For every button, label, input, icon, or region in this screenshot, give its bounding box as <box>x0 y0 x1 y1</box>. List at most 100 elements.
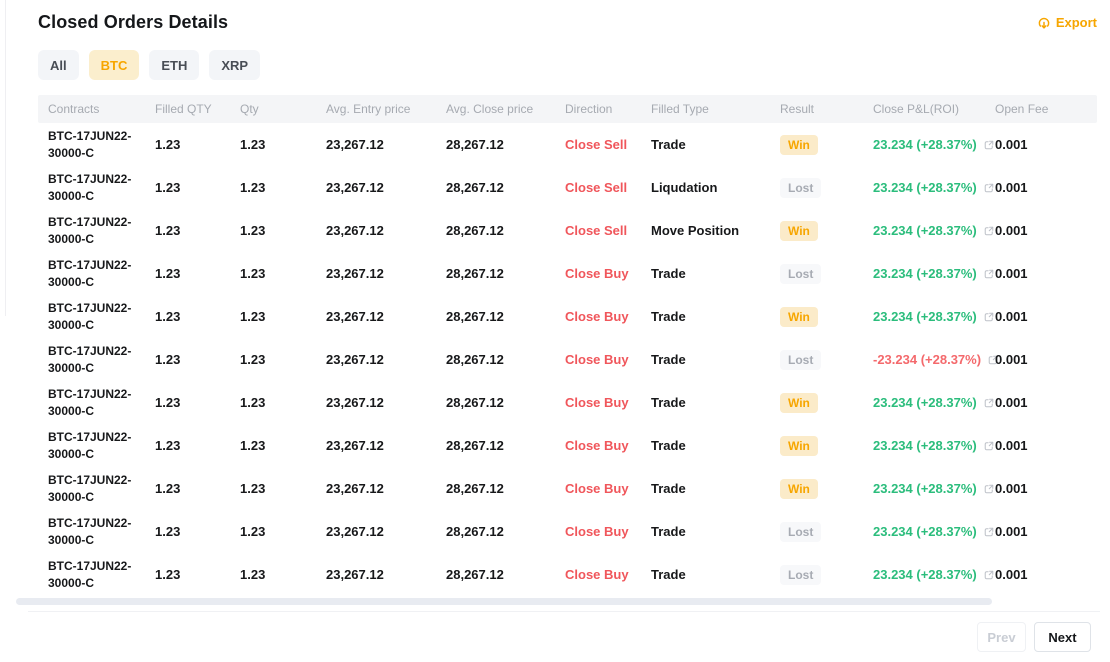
cell-filled-type: Trade <box>651 137 686 152</box>
cell-avg-entry-price: 23,267.12 <box>326 266 384 281</box>
cell-direction: Close Sell <box>565 223 628 238</box>
pnl-value: 23.234 (+28.37%) <box>873 481 977 496</box>
cell-direction: Close Buy <box>565 438 629 453</box>
table-row[interactable]: BTC-17JUN22- 30000-C 1.23 1.23 23,267.12 … <box>38 467 1097 510</box>
cell-direction: Close Buy <box>565 266 629 281</box>
cell-filled-type: Move Position <box>651 223 740 238</box>
cell-filled-type: Trade <box>651 352 686 367</box>
result-badge: Win <box>780 478 818 499</box>
cell-contract: BTC-17JUN22- 30000-C <box>48 214 132 246</box>
cell-close-pnl: 23.234 (+28.37%) <box>873 266 995 281</box>
cell-avg-entry-price: 23,267.12 <box>326 137 384 152</box>
table-row[interactable]: BTC-17JUN22- 30000-C 1.23 1.23 23,267.12 … <box>38 123 1097 166</box>
cell-filled-type: Trade <box>651 524 686 539</box>
cell-result: Win <box>780 220 873 241</box>
result-badge: Lost <box>780 564 822 585</box>
cell-filled-qty: 1.23 <box>155 266 181 281</box>
cell-filled-qty: 1.23 <box>155 438 181 453</box>
cell-avg-close-price: 28,267.12 <box>446 352 504 367</box>
next-button[interactable]: Next <box>1034 622 1091 652</box>
prev-button[interactable]: Prev <box>977 622 1026 652</box>
cell-direction: Close Buy <box>565 395 629 410</box>
cell-filled-qty: 1.23 <box>155 223 181 238</box>
external-link-icon[interactable] <box>983 569 995 581</box>
cell-result: Lost <box>780 177 873 198</box>
cell-qty: 1.23 <box>240 266 266 281</box>
external-link-icon[interactable] <box>983 139 995 151</box>
column-header: Close P&L(ROI) <box>873 102 960 116</box>
tab-xrp[interactable]: XRP <box>209 50 261 80</box>
cell-close-pnl: 23.234 (+28.37%) <box>873 438 995 453</box>
table-row[interactable]: BTC-17JUN22- 30000-C 1.23 1.23 23,267.12 … <box>38 209 1097 252</box>
cell-avg-entry-price: 23,267.12 <box>326 567 384 582</box>
external-link-icon[interactable] <box>983 268 995 280</box>
result-badge: Lost <box>780 177 822 198</box>
cell-direction: Close Buy <box>565 352 629 367</box>
external-link-icon[interactable] <box>983 440 995 452</box>
cell-close-pnl: 23.234 (+28.37%) <box>873 180 995 195</box>
cell-avg-entry-price: 23,267.12 <box>326 223 384 238</box>
cell-filled-type: Trade <box>651 481 686 496</box>
cell-contract: BTC-17JUN22- 30000-C <box>48 515 132 547</box>
panel-edge-divider <box>5 0 6 316</box>
cell-avg-close-price: 28,267.12 <box>446 567 504 582</box>
column-header: Contracts <box>48 102 100 116</box>
external-link-icon[interactable] <box>983 483 995 495</box>
cell-avg-entry-price: 23,267.12 <box>326 180 384 195</box>
cell-open-fee: 0.001 <box>995 352 1028 367</box>
cell-qty: 1.23 <box>240 223 266 238</box>
page-title: Closed Orders Details <box>38 12 229 32</box>
cell-result: Lost <box>780 349 873 370</box>
cell-direction: Close Buy <box>565 309 629 324</box>
table-row[interactable]: BTC-17JUN22- 30000-C 1.23 1.23 23,267.12 … <box>38 553 1097 596</box>
table-row[interactable]: BTC-17JUN22- 30000-C 1.23 1.23 23,267.12 … <box>38 295 1097 338</box>
cell-filled-type: Trade <box>651 309 686 324</box>
table-row[interactable]: BTC-17JUN22- 30000-C 1.23 1.23 23,267.12 … <box>38 252 1097 295</box>
result-badge: Lost <box>780 349 822 370</box>
cell-contract: BTC-17JUN22- 30000-C <box>48 343 132 375</box>
column-header: Result <box>780 102 815 116</box>
cell-close-pnl: -23.234 (+28.37%) <box>873 352 998 367</box>
cell-qty: 1.23 <box>240 438 266 453</box>
pnl-value: -23.234 (+28.37%) <box>873 352 982 367</box>
external-link-icon[interactable] <box>983 182 995 194</box>
cell-open-fee: 0.001 <box>995 180 1028 195</box>
column-header: Avg. Close price <box>446 102 534 116</box>
result-badge: Lost <box>780 263 822 284</box>
pnl-value: 23.234 (+28.37%) <box>873 223 977 238</box>
closed-orders-table: Contracts Filled QTY Qty Avg. Entry price Av… <box>38 95 1097 596</box>
table-row[interactable]: BTC-17JUN22- 30000-C 1.23 1.23 23,267.12 … <box>38 381 1097 424</box>
table-row[interactable]: BTC-17JUN22- 30000-C 1.23 1.23 23,267.12 … <box>38 424 1097 467</box>
bottom-divider <box>28 611 1100 612</box>
cell-qty: 1.23 <box>240 481 266 496</box>
table-row[interactable]: BTC-17JUN22- 30000-C 1.23 1.23 23,267.12 … <box>38 510 1097 553</box>
cell-avg-close-price: 28,267.12 <box>446 180 504 195</box>
result-badge: Win <box>780 306 818 327</box>
cell-direction: Close Buy <box>565 524 629 539</box>
cell-open-fee: 0.001 <box>995 524 1028 539</box>
table-row[interactable]: BTC-17JUN22- 30000-C 1.23 1.23 23,267.12 … <box>38 166 1097 209</box>
cell-open-fee: 0.001 <box>995 567 1028 582</box>
external-link-icon[interactable] <box>983 311 995 323</box>
tab-all[interactable]: All <box>38 50 79 80</box>
table-row[interactable]: BTC-17JUN22- 30000-C 1.23 1.23 23,267.12 … <box>38 338 1097 381</box>
external-link-icon[interactable] <box>987 354 999 366</box>
cell-result: Win <box>780 392 873 413</box>
cell-close-pnl: 23.234 (+28.37%) <box>873 137 995 152</box>
external-link-icon[interactable] <box>983 397 995 409</box>
pnl-value: 23.234 (+28.37%) <box>873 524 977 539</box>
cell-close-pnl: 23.234 (+28.37%) <box>873 223 995 238</box>
cell-avg-close-price: 28,267.12 <box>446 395 504 410</box>
export-button[interactable]: Export <box>1037 15 1097 30</box>
column-header: Qty <box>240 102 259 116</box>
tab-btc[interactable]: BTC <box>88 50 140 80</box>
cell-open-fee: 0.001 <box>995 223 1028 238</box>
cell-qty: 1.23 <box>240 309 266 324</box>
result-badge: Win <box>780 220 818 241</box>
result-badge: Win <box>780 435 818 456</box>
external-link-icon[interactable] <box>983 225 995 237</box>
external-link-icon[interactable] <box>983 526 995 538</box>
export-label: Export <box>1055 15 1097 30</box>
horizontal-scrollbar[interactable] <box>16 598 992 605</box>
tab-eth[interactable]: ETH <box>149 50 200 80</box>
